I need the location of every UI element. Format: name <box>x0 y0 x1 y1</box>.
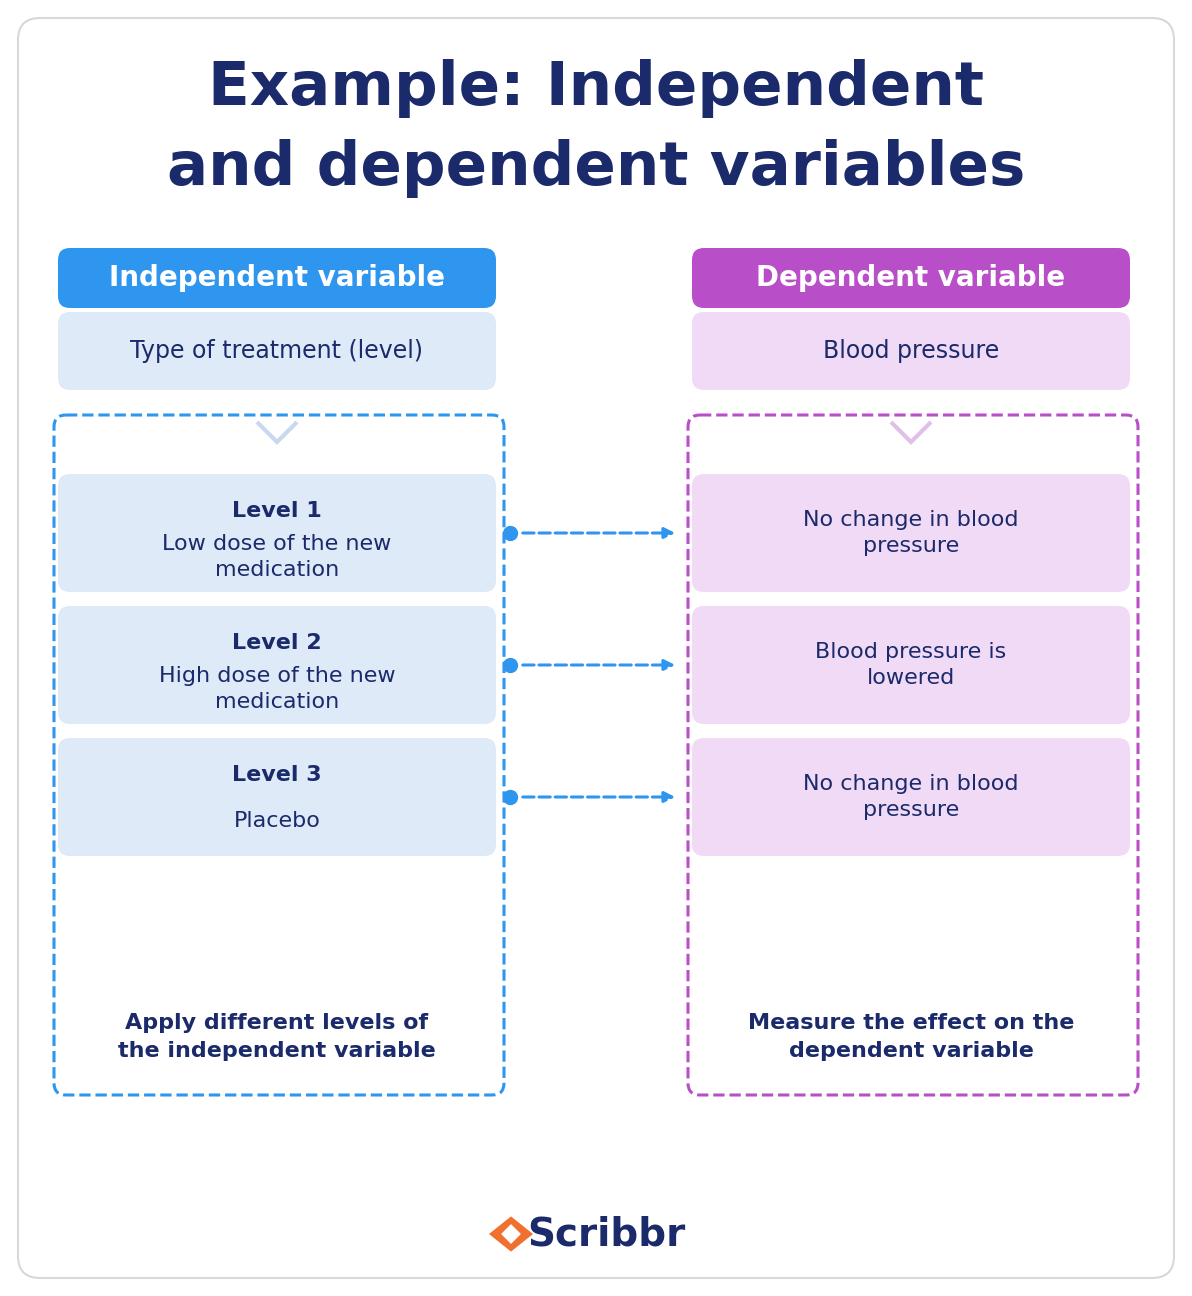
Text: High dose of the new
medication: High dose of the new medication <box>159 666 396 712</box>
FancyBboxPatch shape <box>693 474 1130 592</box>
FancyBboxPatch shape <box>58 312 496 390</box>
Text: Type of treatment (level): Type of treatment (level) <box>130 340 423 363</box>
FancyBboxPatch shape <box>693 737 1130 855</box>
Text: Placebo: Placebo <box>234 811 321 831</box>
Polygon shape <box>501 1225 521 1244</box>
Text: No change in blood
pressure: No change in blood pressure <box>803 774 1019 820</box>
FancyBboxPatch shape <box>693 607 1130 724</box>
FancyBboxPatch shape <box>58 474 496 592</box>
FancyBboxPatch shape <box>18 18 1174 1278</box>
Text: No change in blood
pressure: No change in blood pressure <box>803 511 1019 556</box>
FancyBboxPatch shape <box>693 248 1130 308</box>
FancyBboxPatch shape <box>58 737 496 855</box>
Text: Example: Independent: Example: Independent <box>207 58 985 118</box>
Text: Scribbr: Scribbr <box>527 1216 685 1253</box>
Text: Level 1: Level 1 <box>232 502 322 521</box>
Text: Independent variable: Independent variable <box>108 264 445 292</box>
FancyBboxPatch shape <box>58 248 496 308</box>
Text: Measure the effect on the
dependent variable: Measure the effect on the dependent vari… <box>747 1013 1074 1061</box>
FancyBboxPatch shape <box>58 607 496 724</box>
FancyBboxPatch shape <box>693 312 1130 390</box>
Text: Level 3: Level 3 <box>232 765 322 785</box>
Text: Apply different levels of
the independent variable: Apply different levels of the independen… <box>118 1013 436 1061</box>
Text: and dependent variables: and dependent variables <box>167 139 1025 197</box>
Text: Low dose of the new
medication: Low dose of the new medication <box>162 534 392 579</box>
Text: Blood pressure is
lowered: Blood pressure is lowered <box>815 643 1006 688</box>
Text: Level 2: Level 2 <box>232 632 322 653</box>
Polygon shape <box>489 1217 533 1252</box>
Text: Blood pressure: Blood pressure <box>822 340 999 363</box>
Text: Dependent variable: Dependent variable <box>757 264 1066 292</box>
